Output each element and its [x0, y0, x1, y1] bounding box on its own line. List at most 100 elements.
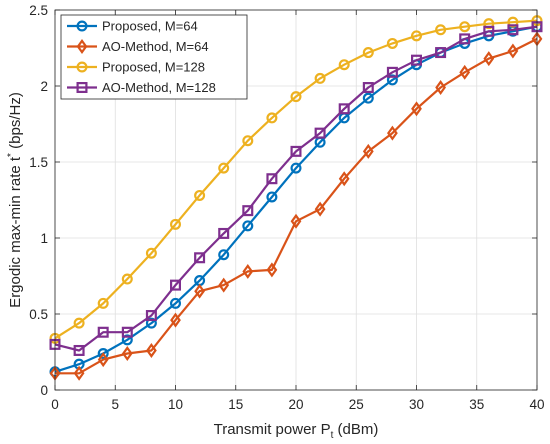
legend-box [60, 14, 248, 100]
data-point-circle [242, 220, 254, 232]
data-point-diamond [483, 51, 495, 67]
legend-marker-circle [76, 20, 88, 32]
legend-item-4: AO-Method, M=128 [67, 80, 216, 95]
data-point-circle [362, 92, 374, 104]
y-tick-label: 1 [40, 231, 48, 246]
y-tick-label: 0.5 [29, 307, 48, 322]
data-point-circle [218, 162, 230, 174]
series-4 [49, 21, 543, 356]
data-point-circle [218, 249, 230, 261]
data-point-circle [97, 297, 109, 309]
data-point-diamond [170, 312, 181, 328]
data-point-square [338, 103, 350, 115]
data-point-square [459, 33, 471, 45]
legend-label: Proposed, M=64 [102, 19, 198, 34]
data-point-circle [121, 273, 133, 285]
data-point-circle [386, 74, 398, 86]
data-point-circle [145, 317, 157, 329]
data-point-diamond [73, 365, 85, 381]
legend-item-1: Proposed, M=64 [67, 19, 198, 34]
data-point-square [314, 127, 326, 139]
data-point-diamond [121, 346, 133, 362]
x-tick-label: 30 [409, 397, 424, 412]
data-point-square [242, 205, 254, 217]
data-point-diamond [97, 352, 109, 368]
x-tick-label: 40 [529, 397, 544, 412]
x-tick-label: 5 [111, 397, 119, 412]
data-point-circle [121, 334, 133, 346]
data-point-square [73, 344, 85, 356]
y-tick-label: 0 [40, 383, 48, 398]
data-point-circle [266, 191, 278, 203]
legend-label: AO-Method, M=128 [102, 80, 216, 95]
data-point-circle [411, 30, 423, 42]
data-point-circle [97, 348, 109, 360]
data-point-square [435, 47, 447, 59]
data-point-circle [459, 21, 471, 33]
data-point-circle [386, 37, 398, 49]
data-point-diamond [387, 125, 398, 141]
series-layer [49, 15, 543, 381]
series-line [54, 25, 538, 373]
data-point-diamond [459, 64, 471, 80]
data-point-circle [73, 317, 85, 329]
x-tick-label: 25 [349, 397, 364, 412]
legend-marker-diamond [76, 39, 88, 54]
data-point-square [121, 326, 133, 338]
data-point-circle [242, 135, 254, 147]
data-point-diamond [218, 277, 230, 293]
y-axis-label: Ergodic max-min rate t* (bps/Hz) [6, 92, 24, 308]
data-point-circle [290, 162, 302, 174]
data-point-circle [170, 218, 182, 230]
data-point-circle [290, 91, 302, 103]
data-point-circle [507, 16, 519, 28]
legend-item-3: Proposed, M=128 [67, 60, 205, 75]
y-axis-label-main: Ergodic max-min rate t [7, 156, 24, 308]
legend-item-2: AO-Method, M=64 [67, 39, 209, 54]
data-point-diamond [146, 342, 157, 358]
data-point-diamond [435, 80, 446, 96]
y-tick-label: 2 [40, 79, 48, 94]
y-axis-label-superscript: * [6, 153, 17, 157]
data-point-circle [483, 18, 495, 30]
data-point-diamond [266, 262, 278, 278]
data-point-square [170, 279, 182, 291]
data-point-circle [170, 297, 182, 309]
y-axis-label-unit: (bps/Hz) [7, 92, 24, 153]
data-point-diamond [314, 201, 326, 217]
legend-marker-square [76, 81, 88, 93]
x-axis-label: Transmit power Pt (dBm) [214, 421, 379, 441]
data-point-square [218, 227, 230, 239]
series-line [55, 37, 538, 375]
x-tick-label: 15 [228, 397, 243, 412]
data-point-circle [266, 112, 278, 124]
data-point-diamond [338, 171, 350, 187]
series-line [54, 25, 538, 352]
data-point-square [266, 173, 278, 185]
data-point-diamond [242, 263, 254, 279]
data-point-square [97, 326, 109, 338]
data-point-circle [435, 24, 447, 36]
data-point-diamond [290, 213, 302, 229]
y-tick-label: 2.5 [29, 3, 48, 18]
x-axis-label-main: Transmit power P [214, 421, 331, 438]
ticks: 0 5 10 15 20 25 30 35 40 0 0.5 1 1.5 2 2.5 [29, 3, 544, 412]
data-point-square [290, 145, 302, 157]
x-tick-label: 10 [168, 397, 183, 412]
data-point-square [411, 54, 423, 66]
data-point-circle [314, 72, 326, 84]
legend: Proposed, M=64 AO-Method, M=64 Proposed, M… [60, 14, 248, 100]
x-tick-label: 35 [469, 397, 484, 412]
data-point-square [145, 310, 157, 322]
series-2 [49, 31, 543, 381]
series-line [54, 19, 538, 340]
x-axis-label-subscript: t [331, 430, 334, 441]
data-point-square [386, 66, 398, 78]
data-point-diamond [507, 43, 519, 59]
data-point-diamond [362, 143, 374, 159]
data-point-square [483, 25, 495, 37]
legend-marker-circle [76, 61, 88, 73]
legend-label: Proposed, M=128 [102, 60, 205, 75]
x-axis-label-unit: (dBm) [333, 421, 378, 438]
